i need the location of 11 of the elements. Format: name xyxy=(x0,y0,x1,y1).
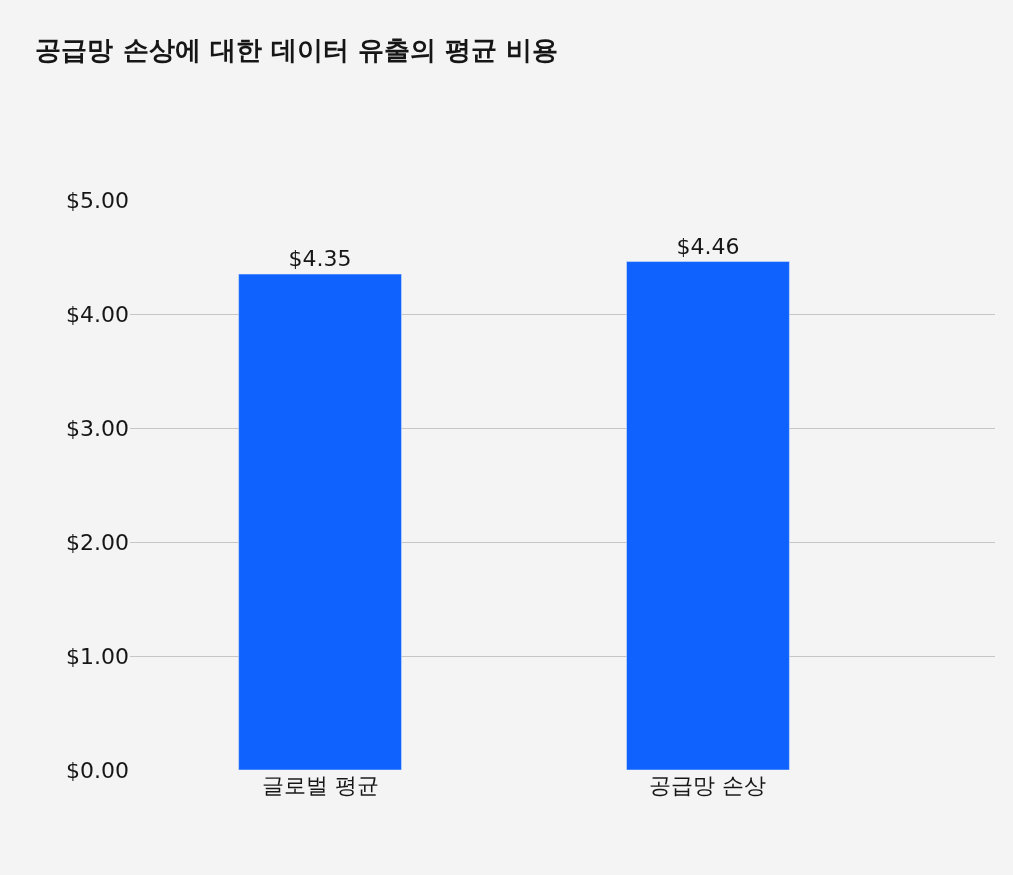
y-tick-label: $4.00 xyxy=(66,301,129,327)
x-tick-label: 공급망 손상 xyxy=(649,773,767,798)
y-tick-label: $3.00 xyxy=(66,415,129,441)
y-tick-label: $2.00 xyxy=(66,529,129,555)
data-label: $4.46 xyxy=(676,233,740,259)
chart-title: 공급망 손상에 대한 데이터 유출의 평균 비용 xyxy=(35,35,558,66)
x-tick-label: 글로벌 평균 xyxy=(261,773,379,798)
y-tick-label: $0.00 xyxy=(66,757,129,783)
y-tick-label: $1.00 xyxy=(66,643,129,669)
y-tick-label: $5.00 xyxy=(66,187,129,213)
data-label: $4.35 xyxy=(288,246,352,272)
